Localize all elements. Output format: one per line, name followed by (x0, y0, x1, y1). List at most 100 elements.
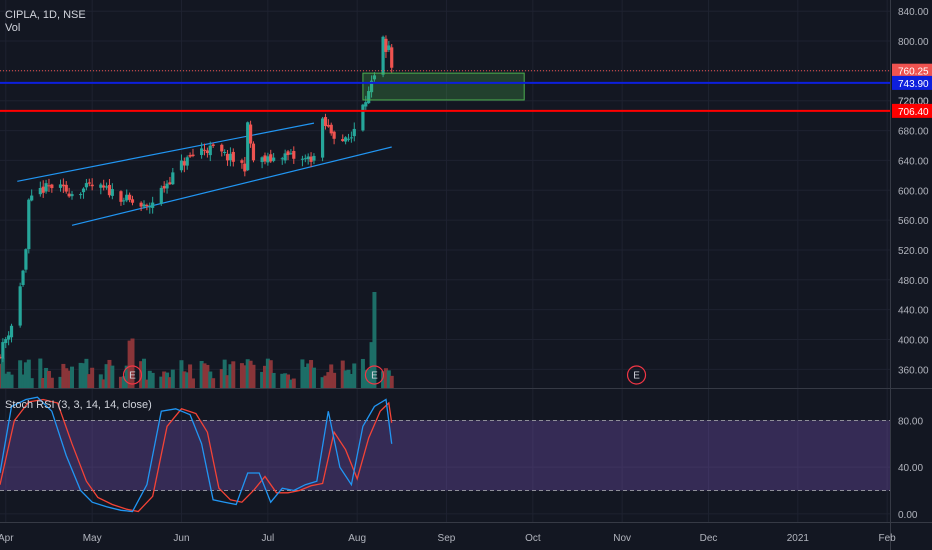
candle-body (61, 184, 65, 187)
candle-body (306, 156, 310, 160)
candle-body (87, 182, 91, 184)
volume-bar (352, 363, 357, 388)
last-price-badge-label: 760.25 (898, 67, 929, 78)
candle-body (303, 158, 307, 160)
volume-bar (104, 364, 109, 388)
volume-bar (283, 373, 288, 388)
candle-body (260, 157, 264, 163)
candle-body (139, 202, 143, 207)
candle-body (390, 47, 394, 68)
candle-body (50, 184, 54, 189)
candle-body (125, 194, 129, 201)
candle-body (246, 122, 250, 171)
channel-lower-line (71, 146, 392, 226)
candle-body (202, 149, 207, 151)
resistance-badge-label: 743.90 (898, 79, 929, 90)
candle-body (352, 128, 356, 137)
price-tick-label: 560.00 (898, 216, 929, 227)
volume-bar (118, 376, 123, 388)
candle-body (171, 172, 175, 185)
earnings-marker-icon (626, 365, 647, 385)
volume-bar (311, 367, 316, 388)
candle-body (90, 184, 94, 187)
time-tick-label: Feb (879, 533, 897, 544)
candle-body (369, 80, 374, 93)
candle-body (182, 161, 186, 166)
volume-bar (320, 377, 325, 388)
volume-bar (231, 361, 236, 388)
candle-body (211, 144, 215, 147)
volume-bar (165, 372, 170, 388)
volume-bar (61, 363, 66, 388)
volume-bar (265, 358, 270, 388)
volume-bar (84, 358, 89, 388)
volume-bar (182, 371, 187, 388)
earnings-marker-label: E (633, 371, 640, 382)
candle-body (280, 158, 284, 160)
chart-header: CIPLA, 1D, NSE Vol (5, 9, 86, 35)
support-badge-label: 706.40 (898, 107, 929, 118)
candle-body (165, 183, 169, 189)
volume-bar (340, 360, 345, 388)
volume-bar (211, 378, 216, 388)
candle-body (24, 249, 28, 270)
candle-body (30, 195, 34, 201)
volume-bar (150, 372, 155, 388)
candle-body (372, 75, 377, 80)
volume-bar (323, 375, 328, 388)
rsi-band-fill (0, 420, 890, 491)
volume-bar (245, 359, 250, 388)
candle-body (251, 143, 256, 161)
price-tick-label: 360.00 (898, 365, 929, 376)
volume-bar (202, 363, 207, 388)
volume-bar (208, 371, 213, 388)
volume-bar (170, 369, 175, 388)
volume-bar (288, 379, 293, 388)
candle-body (128, 194, 132, 200)
volume-bar (127, 340, 132, 388)
candle-body (269, 154, 273, 162)
candle-body (384, 38, 388, 52)
price-tick-label: 680.00 (898, 127, 929, 138)
volume-bar (205, 364, 210, 388)
candle-body (9, 325, 14, 338)
time-tick-label: Oct (525, 533, 541, 544)
candle-body (107, 184, 112, 196)
candle-body (341, 139, 345, 142)
support-badge (892, 103, 932, 118)
volume-bar (41, 377, 46, 388)
volume-bar (369, 342, 374, 388)
volume-bar (280, 373, 285, 388)
candle-body (309, 156, 313, 162)
volume-bar (190, 378, 195, 388)
volume-bar (225, 375, 230, 388)
volume-bar (389, 375, 394, 388)
candle-body (292, 151, 296, 159)
volume-bar (107, 359, 112, 388)
volume-bar (64, 368, 69, 388)
candle-body (243, 163, 247, 172)
volume-bar (381, 371, 386, 388)
candle-body (99, 184, 103, 188)
volume-bar (167, 377, 172, 388)
price-tick-label: 720.00 (898, 97, 929, 108)
volume-bar (332, 372, 337, 388)
candle-body (289, 153, 293, 155)
time-tick-label: Dec (700, 533, 718, 544)
candle-body (168, 182, 172, 185)
volume-bar (268, 360, 273, 388)
volume-bar (260, 371, 265, 388)
candle-body (70, 194, 74, 197)
volume-bar (6, 371, 11, 388)
candle-body (387, 45, 391, 51)
price-tick-label: 840.00 (898, 7, 929, 18)
volume-bar (78, 362, 83, 388)
candle-body (119, 191, 123, 202)
volume-bar (159, 376, 164, 388)
candle-body (225, 153, 230, 161)
time-tick-label: Jun (173, 533, 189, 544)
candle-body (286, 151, 290, 155)
volume-bar (271, 372, 276, 388)
